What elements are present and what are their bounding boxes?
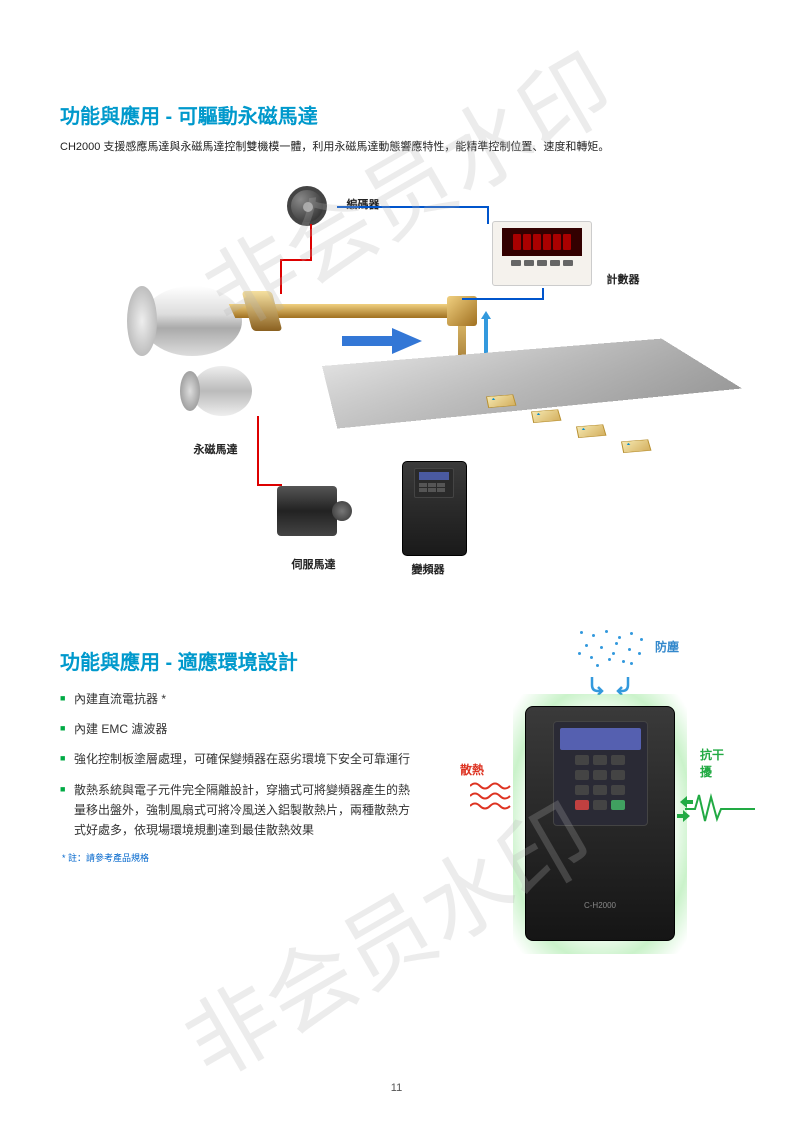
inverter-model-label: C-H2000 bbox=[526, 901, 674, 910]
connection-line bbox=[257, 416, 259, 484]
pm-motor-icon bbox=[192, 366, 262, 436]
heat-waves-icon bbox=[470, 781, 515, 816]
connection-line bbox=[280, 259, 312, 261]
roller-icon bbox=[122, 276, 262, 376]
chip-icon: ▲ bbox=[530, 409, 561, 423]
interference-wave-icon bbox=[685, 791, 755, 826]
section1-title: 功能與應用 - 可驅動永磁馬達 bbox=[60, 100, 733, 129]
section1-subtitle: CH2000 支援感應馬達與永磁馬達控制雙機模一體，利用永磁馬達動態響應特性，能… bbox=[60, 139, 733, 156]
feature-item: 內建 EMC 濾波器 bbox=[60, 719, 410, 739]
page-container: 功能與應用 - 可驅動永磁馬達 CH2000 支援感應馬達與永磁馬達控制雙機模一… bbox=[0, 0, 793, 1026]
section2-text: 功能與應用 - 適應環境設計 內建直流電抗器 * 內建 EMC 濾波器 強化控制… bbox=[60, 646, 410, 986]
encoder-label: 編碼器 bbox=[347, 196, 380, 212]
connection-line bbox=[280, 259, 282, 294]
chip-icon: ▲ bbox=[620, 439, 651, 453]
feature-item: 強化控制板塗層處理，可確保變頻器在惡劣環境下安全可靠運行 bbox=[60, 749, 410, 769]
chip-icon: ▲ bbox=[575, 424, 606, 438]
connection-line bbox=[542, 288, 544, 298]
heat-label: 散熱 bbox=[460, 761, 484, 778]
dust-icon bbox=[550, 626, 670, 695]
section2-title: 功能與應用 - 適應環境設計 bbox=[60, 646, 410, 675]
connection-line bbox=[337, 206, 487, 208]
feature-list: 內建直流電抗器 * 內建 EMC 濾波器 強化控制板塗層處理，可確保變頻器在惡劣… bbox=[60, 689, 410, 841]
connection-line bbox=[257, 484, 282, 486]
inverter-small-icon bbox=[402, 461, 467, 556]
connection-line bbox=[487, 206, 489, 224]
section2-container: 功能與應用 - 適應環境設計 內建直流電抗器 * 內建 EMC 濾波器 強化控制… bbox=[60, 646, 733, 986]
chip-icon: ▲ bbox=[485, 394, 516, 408]
connection-line bbox=[462, 298, 544, 300]
motor-diagram: 編碼器 計數器 ▲ ▲ ▲ ▲ 永磁馬達 伺服馬達 bbox=[62, 176, 732, 596]
counter-icon bbox=[492, 221, 592, 286]
feature-item: 散熱系統與電子元件完全隔離設計，穿牆式可將變頻器產生的熱量移出盤外，強制風扇式可… bbox=[60, 780, 410, 841]
feature-item: 內建直流電抗器 * bbox=[60, 689, 410, 709]
servo-label: 伺服馬達 bbox=[292, 556, 336, 572]
connection-line bbox=[310, 224, 312, 259]
counter-label: 計數器 bbox=[607, 271, 640, 287]
flow-arrow-icon bbox=[342, 326, 422, 356]
encoder-icon bbox=[287, 186, 337, 236]
servo-motor-icon bbox=[277, 486, 357, 551]
inverter-large-icon: C-H2000 bbox=[525, 706, 675, 941]
interference-label: 抗干擾 bbox=[700, 746, 733, 780]
pmmotor-label: 永磁馬達 bbox=[194, 441, 238, 457]
footnote-text: * 註：請參考產品規格 bbox=[60, 851, 410, 864]
environment-diagram: 防塵 C-H2000 散熱 抗干擾 bbox=[440, 646, 733, 986]
dust-label: 防塵 bbox=[655, 638, 679, 655]
page-number: 11 bbox=[0, 1082, 793, 1094]
inverter-label: 變頻器 bbox=[412, 561, 445, 577]
